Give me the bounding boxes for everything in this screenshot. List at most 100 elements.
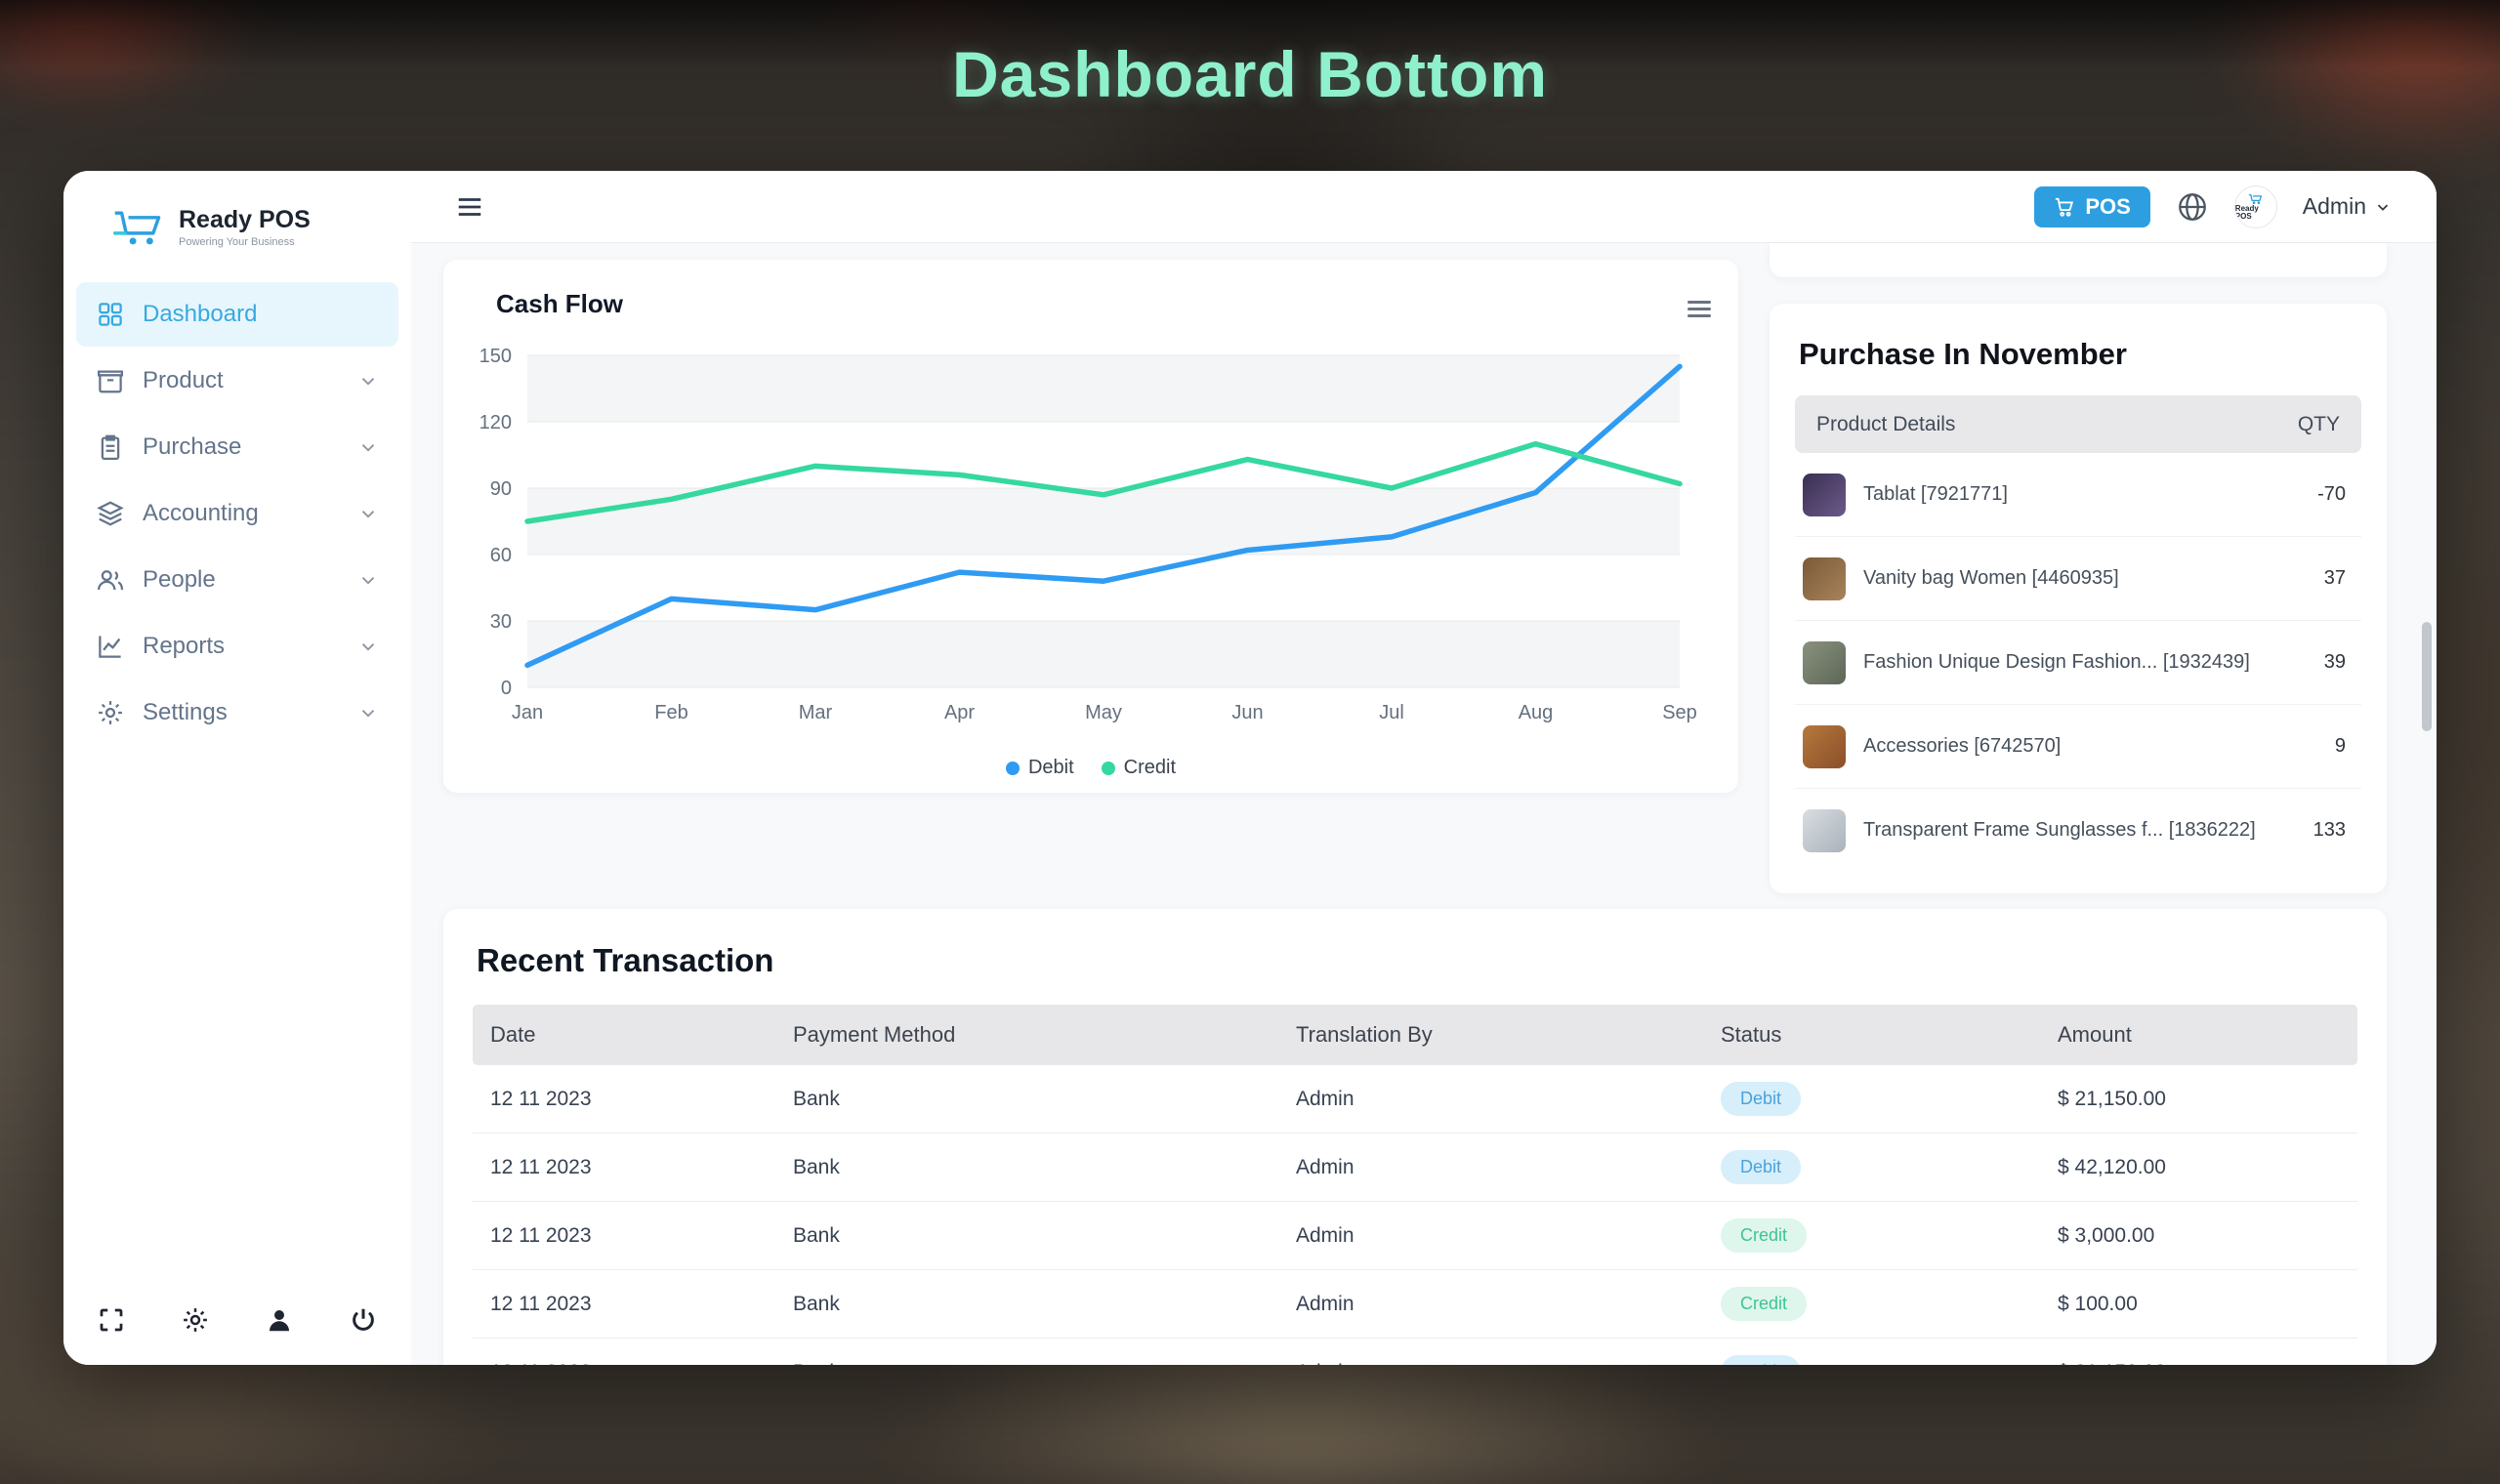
sidebar-item-purchase[interactable]: Purchase [76,415,398,479]
chart-legend: Debit Credit [443,757,1738,779]
svg-text:May: May [1085,702,1122,723]
transactions-table: Date Payment Method Translation By Statu… [473,1005,2357,1365]
hamburger-menu-icon[interactable] [451,192,488,222]
sidebar-item-label: Product [143,367,224,393]
accounting-layers-icon [97,501,124,526]
sidebar-item-label: Purchase [143,433,242,460]
tx-date: 12 11 2023 [473,1361,775,1366]
debit-legend-dot [1005,761,1020,775]
chevron-down-icon [2377,203,2389,211]
tx-amount: $ 100.00 [2058,1292,2138,1315]
page-title: Dashboard Bottom [952,38,1548,110]
svg-text:Aug: Aug [1519,702,1554,723]
sidebar-nav: Dashboard Product Purchase Ac [63,249,411,745]
product-qty: 133 [2312,819,2346,841]
column-status: Status [1721,1022,1782,1047]
transaction-row: 12 11 2023 Bank Admin Debit $ 42,120.00 [473,1134,2357,1202]
reports-chart-icon [99,636,121,658]
product-thumbnail-accessories [1803,724,1846,768]
sidebar-item-label: Dashboard [143,301,258,327]
product-name: Vanity bag Women [4460935] [1863,567,2119,589]
transactions-table-header: Date Payment Method Translation By Statu… [473,1005,2357,1065]
column-product-details: Product Details [1816,412,1956,435]
status-badge: Debit [1721,1355,1802,1365]
sidebar: Ready POS Powering Your Business Dashboa… [63,171,411,1365]
product-name: Tablat [7921771] [1863,483,2008,505]
product-qty: 9 [2334,735,2346,757]
tx-by: Admin [1296,1292,1354,1315]
transaction-row: 12 11 2023 Bank Admin Debit $ 21,150.00 [473,1065,2357,1134]
tx-method: Bank [793,1292,840,1315]
sidebar-item-accounting[interactable]: Accounting [76,481,398,546]
status-badge: Debit [1721,1150,1802,1184]
chevron-down-icon [361,378,375,386]
sidebar-item-product[interactable]: Product [76,349,398,413]
user-icon[interactable] [265,1305,294,1335]
cart-logo-icon [2248,193,2262,205]
chevron-down-icon [361,710,375,718]
transaction-row-partial: 12 11 2023 Bank Admin Debit $ 21,150.00 [473,1339,2357,1365]
tx-amount: $ 3,000.00 [2058,1223,2155,1247]
user-name: Admin [2302,193,2366,219]
scrolled-card-fragment [1770,243,2387,277]
purchase-in-november-card: Purchase In November Product Details QTY… [1770,304,2387,893]
sidebar-item-settings[interactable]: Settings [76,680,398,745]
user-menu[interactable]: Admin [2303,193,2392,220]
avatar-brand-text: Ready POS [2234,204,2259,221]
product-thumbnail-tablet [1803,473,1846,516]
tx-method: Bank [775,1361,1278,1366]
tx-date: 12 11 2023 [490,1087,592,1110]
cart-icon [2056,197,2074,217]
cash-flow-card: Cash Flow 0 30 60 90 120 150 Jan Feb Mar Apr May Ju… [443,260,1738,793]
sidebar-item-reports[interactable]: Reports [76,614,398,679]
tx-amount: $ 42,120.00 [2058,1155,2166,1178]
sidebar-item-dashboard[interactable]: Dashboard [76,282,398,347]
sidebar-item-label: Reports [143,633,226,659]
svg-text:90: 90 [490,478,512,500]
pos-button[interactable]: POS [2034,186,2150,227]
globe-language-icon[interactable] [2176,190,2209,224]
svg-text:Feb: Feb [654,702,688,723]
legend-item-debit[interactable]: Debit [1005,757,1074,779]
sidebar-item-label: Settings [143,699,228,725]
tx-by: Admin [1296,1155,1354,1178]
pos-button-label: POS [2085,193,2131,219]
purchase-panel-title: Purchase In November [1799,337,2127,371]
fullscreen-icon[interactable] [97,1305,126,1335]
user-avatar[interactable]: Ready POS [2233,185,2277,228]
svg-text:Mar: Mar [799,702,833,723]
purchase-row: Accessories [6742570] 9 [1795,705,2361,789]
gear-icon [99,701,122,724]
chevron-down-icon [361,643,375,651]
power-icon[interactable] [349,1305,378,1335]
brand-logo[interactable]: Ready POS Powering Your Business [63,171,411,249]
purchase-row: Transparent Frame Sunglasses f... [18362… [1795,789,2361,872]
legend-item-credit[interactable]: Credit [1101,757,1176,779]
topbar: POS Ready POS Admin [411,171,2437,243]
gear-icon[interactable] [181,1305,210,1335]
status-badge: Credit [1721,1287,1808,1321]
product-qty: -70 [2317,483,2346,505]
tx-date: 12 11 2023 [490,1292,592,1315]
purchase-row: Tablat [7921771] -70 [1795,453,2361,537]
tx-method: Bank [793,1223,840,1247]
people-icon [98,570,124,591]
legend-label: Debit [1027,757,1074,778]
column-payment-method: Payment Method [793,1022,956,1047]
vertical-scrollbar-thumb[interactable] [2422,622,2432,731]
svg-text:Jun: Jun [1231,702,1263,723]
product-qty: 39 [2323,651,2346,673]
tx-date: 12 11 2023 [490,1223,592,1247]
tx-method: Bank [793,1155,840,1178]
sidebar-item-label: Accounting [143,500,259,526]
svg-text:0: 0 [501,678,512,699]
sidebar-item-label: People [143,566,216,593]
cash-flow-title: Cash Flow [496,289,624,318]
column-translation-by: Translation By [1296,1022,1433,1047]
app-window: Ready POS Powering Your Business Dashboa… [63,171,2437,1365]
chart-menu-icon[interactable] [1688,297,1711,321]
column-qty: QTY [2297,412,2340,435]
background-top-shade [0,0,2500,68]
transaction-row: 12 11 2023 Bank Admin Credit $ 100.00 [473,1270,2357,1339]
sidebar-item-people[interactable]: People [76,548,398,612]
